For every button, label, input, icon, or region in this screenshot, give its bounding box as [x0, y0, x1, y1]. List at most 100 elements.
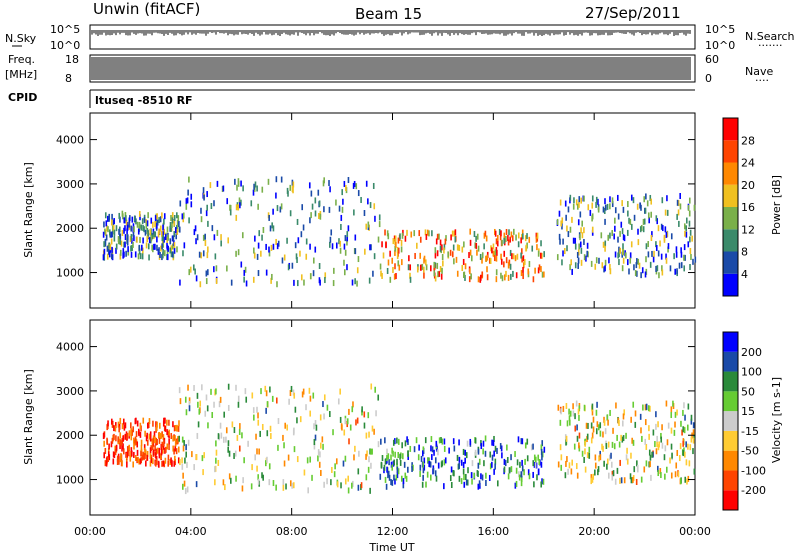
- data-cell: [324, 277, 326, 284]
- data-cell: [174, 424, 177, 431]
- data-cell: [247, 440, 249, 447]
- data-cell: [645, 460, 648, 467]
- data-cell: [142, 417, 145, 424]
- data-cell: [166, 236, 168, 243]
- data-cell: [227, 440, 230, 447]
- data-cell: [114, 449, 117, 456]
- data-cell: [240, 261, 243, 268]
- data-cell: [397, 237, 400, 244]
- data-cell: [609, 263, 611, 270]
- data-cell: [521, 459, 523, 466]
- data-cell: [651, 231, 653, 238]
- data-cell: [149, 228, 152, 235]
- velocity-colorbar-swatch: [723, 411, 738, 431]
- data-cell: [366, 450, 368, 457]
- data-cell: [340, 482, 342, 489]
- data-cell: [132, 461, 134, 468]
- data-cell: [268, 463, 271, 470]
- data-cell: [496, 234, 499, 241]
- data-cell: [234, 450, 237, 457]
- data-cell: [583, 404, 586, 411]
- data-cell: [175, 448, 178, 455]
- data-cell: [337, 398, 340, 405]
- data-cell: [105, 220, 108, 227]
- data-cell: [405, 475, 408, 482]
- freq-label: Freq.: [8, 53, 35, 66]
- data-cell: [314, 434, 317, 441]
- data-cell: [125, 215, 127, 222]
- data-cell: [536, 244, 538, 251]
- data-cell: [328, 206, 331, 213]
- data-cell: [396, 437, 398, 444]
- data-cell: [425, 264, 428, 271]
- data-cell: [407, 466, 409, 473]
- data-cell: [648, 449, 651, 456]
- data-cell: [439, 239, 442, 246]
- data-cell: [574, 425, 577, 432]
- data-cell: [609, 196, 611, 203]
- data-cell: [267, 178, 270, 185]
- data-cell: [515, 480, 518, 487]
- data-cell: [201, 455, 204, 462]
- data-cell: [130, 422, 132, 429]
- data-cell: [595, 409, 598, 416]
- data-cell: [271, 395, 274, 402]
- data-cell: [568, 462, 571, 469]
- data-cell: [602, 431, 604, 438]
- data-cell: [177, 446, 180, 453]
- data-cell: [580, 227, 582, 234]
- power-colorbar-swatch: [723, 140, 738, 163]
- data-cell: [571, 268, 573, 275]
- data-cell: [678, 455, 681, 462]
- data-cell: [630, 194, 633, 201]
- data-cell: [285, 483, 287, 490]
- data-cell: [194, 268, 196, 275]
- data-cell: [591, 213, 594, 220]
- data-cell: [559, 238, 561, 245]
- data-cell: [203, 194, 205, 201]
- data-cell: [288, 398, 290, 405]
- data-cell: [454, 229, 457, 236]
- data-cell: [521, 438, 524, 445]
- data-cell: [517, 232, 520, 239]
- velocity-colorbar-tick: -100: [741, 464, 766, 477]
- data-cell: [435, 440, 438, 447]
- x-axis-label: Time UT: [368, 541, 414, 554]
- data-cell: [166, 419, 168, 426]
- data-cell: [131, 244, 133, 251]
- data-cell: [453, 470, 455, 477]
- data-cell: [319, 451, 321, 458]
- data-cell: [345, 185, 347, 192]
- data-cell: [534, 267, 536, 274]
- data-cell: [256, 406, 258, 413]
- data-cell: [352, 182, 355, 189]
- data-cell: [674, 411, 677, 418]
- data-cell: [681, 429, 683, 436]
- data-cell: [535, 232, 538, 239]
- data-cell: [618, 441, 621, 448]
- data-cell: [266, 430, 269, 437]
- power-colorbar-swatch: [723, 207, 738, 230]
- data-cell: [685, 217, 688, 224]
- data-cell: [474, 437, 477, 444]
- data-cell: [158, 422, 161, 429]
- data-cell: [511, 253, 513, 260]
- data-cell: [215, 388, 217, 395]
- data-cell: [690, 414, 693, 421]
- data-cell: [407, 454, 410, 461]
- data-cell: [223, 436, 225, 443]
- data-cell: [284, 422, 287, 429]
- data-cell: [150, 457, 153, 464]
- data-cell: [643, 196, 646, 203]
- data-cell: [674, 471, 677, 478]
- data-cell: [579, 211, 582, 218]
- data-cell: [297, 237, 300, 244]
- data-cell: [146, 220, 149, 227]
- data-cell: [117, 436, 119, 443]
- data-cell: [481, 257, 483, 264]
- data-cell: [407, 264, 410, 271]
- data-cell: [507, 473, 510, 480]
- data-cell: [590, 478, 593, 485]
- data-cell: [630, 452, 632, 459]
- noise-axis-bottom: 10^0: [50, 39, 80, 52]
